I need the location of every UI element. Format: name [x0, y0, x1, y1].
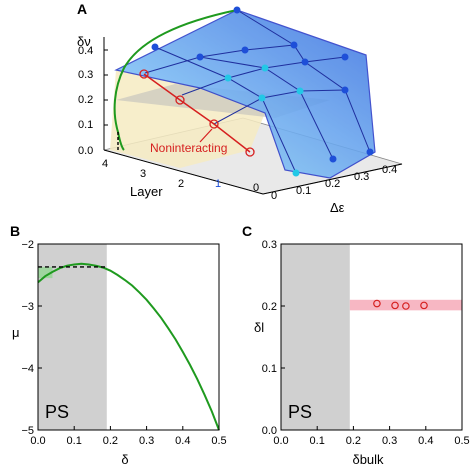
surface-points	[151, 6, 374, 177]
data-points	[373, 299, 428, 310]
noninteracting-point	[245, 147, 255, 157]
panel-label-b: B	[10, 223, 20, 239]
annotation-arrow	[199, 128, 213, 143]
x-tick-label: 0.2	[346, 435, 361, 447]
x-axis-label: δbulk	[352, 452, 384, 467]
z-tick-4: 0.4	[78, 45, 93, 57]
layer-axis-line	[103, 149, 264, 195]
y-tick-label: 0.2	[262, 301, 277, 313]
y-tick-label: 0.1	[262, 363, 277, 375]
surface-point	[341, 53, 349, 61]
surface-point	[296, 87, 304, 95]
de-tick-0: 0	[271, 190, 277, 202]
delta-l-band	[349, 299, 462, 311]
panel-label-c: C	[242, 223, 252, 239]
surface-point	[292, 169, 300, 177]
de-axis-line	[262, 163, 403, 195]
data-point	[402, 302, 410, 310]
layer-tick-1: 1	[215, 178, 221, 190]
surface-point	[241, 46, 249, 54]
de-tick-3: 0.3	[354, 171, 369, 183]
data-point	[373, 299, 381, 308]
y-tick-label: −3	[21, 301, 34, 313]
y-tick-label: −4	[21, 363, 34, 375]
z-tick-2: 0.2	[78, 94, 93, 106]
y-tick-label: 0.3	[262, 239, 277, 251]
data-point	[420, 301, 428, 310]
x-tick-label: 0.4	[175, 435, 190, 447]
x-tick-label: 0.3	[139, 435, 154, 447]
surface-point	[151, 43, 159, 51]
z-tick-0: 0.0	[78, 145, 93, 157]
layer-tick-3: 3	[140, 168, 146, 180]
panel-label-a: A	[77, 1, 87, 17]
surface-grid-line	[199, 56, 334, 160]
noninteracting-point	[175, 95, 185, 105]
surface-point	[261, 64, 269, 72]
x-tick-label: 0.0	[273, 435, 288, 447]
surface-point	[258, 94, 266, 102]
noninteracting-point	[209, 119, 219, 129]
de-tick-2: 0.2	[325, 178, 340, 190]
plot-frame	[280, 243, 463, 431]
y-tick-label: 0.0	[262, 425, 277, 437]
noninteracting-point	[139, 69, 149, 79]
surface-grid-line	[213, 89, 346, 125]
de-axis-label: Δε	[330, 200, 345, 215]
ps-label: PS	[288, 402, 312, 422]
z-tick-3: 0.3	[78, 69, 93, 81]
noninteracting-annotation: Noninteracting	[150, 141, 227, 155]
chemical-potential-curve	[37, 262, 220, 431]
de-tick-4: 0.4	[382, 164, 397, 176]
layer-tick-4: 4	[102, 158, 108, 170]
layer-axis-label: Layer	[130, 184, 163, 199]
x-tick-label: 0.0	[30, 435, 45, 447]
delta-v-surface	[114, 9, 376, 179]
x-tick-label: 0.4	[418, 435, 433, 447]
surface-point	[233, 6, 241, 14]
y-tick-label: −5	[21, 425, 34, 437]
surface-point	[301, 58, 309, 66]
surface-grid	[144, 9, 371, 174]
layer-tick-2: 2	[178, 178, 184, 190]
data-point	[391, 301, 399, 310]
y-axis-label: μ	[12, 325, 20, 340]
tick-marks: 0.0 0.1 0.2 0.3 0.4 0.5 0.3 0.2 0.1 0.0	[262, 239, 470, 447]
x-tick-label: 0.3	[382, 435, 397, 447]
x-axis-label: δ	[121, 452, 128, 467]
x-tick-label: 0.1	[67, 435, 82, 447]
x-tick-label: 0.5	[211, 435, 226, 447]
ps-label: PS	[45, 402, 69, 422]
surface-point	[290, 41, 298, 49]
plot-frame	[37, 243, 220, 431]
z-axis-label: δν	[77, 34, 91, 49]
ps-region	[281, 244, 350, 430]
y-axis-label: δl	[254, 320, 264, 335]
tick-marks: 0.0 0.1 0.2 0.3 0.4 0.5 −2 −3 −4 −5	[21, 239, 226, 447]
surface-point	[366, 148, 374, 156]
x-tick-label: 0.2	[103, 435, 118, 447]
surface-grid-line	[144, 44, 295, 74]
surface-point	[329, 155, 337, 163]
x-tick-label: 0.1	[310, 435, 325, 447]
z-tick-1: 0.1	[78, 119, 93, 131]
de-tick-1: 0.1	[296, 185, 311, 197]
panel-c-scatter-chart: C 0.0 0.1 0.2 0.3 0.4 0.5 0.3 0.2 0.1 0.0 PS δl δ…	[242, 223, 470, 467]
maxwell-fill	[38, 266, 53, 279]
surface-grid-line	[154, 46, 297, 174]
surface-point	[196, 53, 204, 61]
green-bulk-curve	[113, 9, 238, 151]
panel-a-surface-plot: A δν 0.0 0.1 0.2 0.3 0.4	[77, 1, 403, 215]
panel-b-line-chart: B 0.0 0.1 0.2 0.3 0.4 0.5 −2 −3 −4 −5 PS μ δ	[10, 223, 227, 467]
layer-tick-0: 0	[253, 182, 259, 194]
x-tick-label: 0.5	[454, 435, 469, 447]
noninteracting-line	[143, 73, 251, 153]
surface-point	[341, 86, 349, 94]
surface-point	[224, 74, 232, 82]
y-tick-label: −2	[21, 239, 34, 251]
z-tick-labels: 0.0 0.1 0.2 0.3 0.4	[78, 45, 93, 157]
